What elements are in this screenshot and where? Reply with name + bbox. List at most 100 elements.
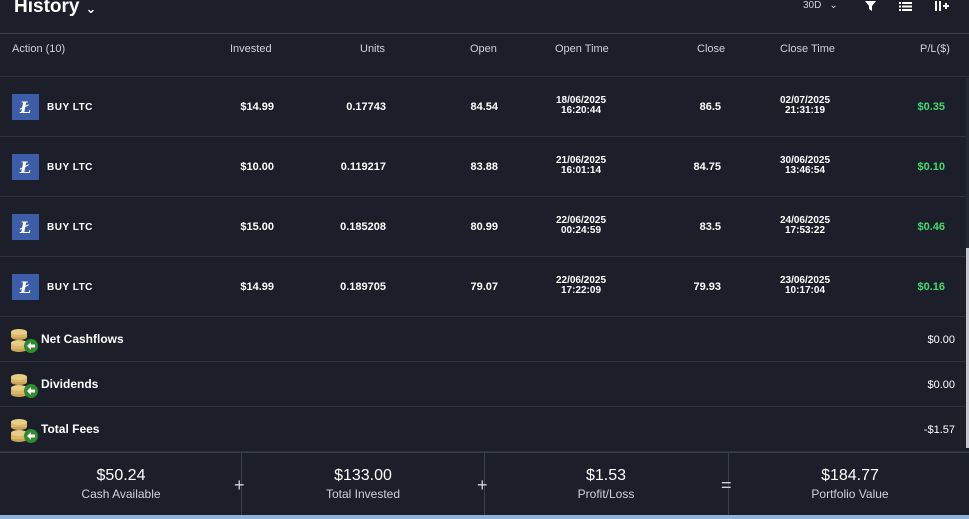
open-value: 83.88 [470, 161, 498, 173]
filter-icon[interactable] [865, 0, 876, 14]
close-value: 83.5 [699, 221, 721, 233]
ltc-icon: Ł [12, 274, 39, 300]
invested-value: $14.99 [240, 281, 274, 293]
scrollbar-thumb[interactable] [966, 248, 969, 448]
equals-sign: = [721, 475, 732, 495]
plus-sign: + [234, 475, 245, 495]
units-value: 0.185208 [340, 221, 386, 233]
chevron-down-icon: ⌄ [829, 0, 838, 11]
pl-value: $0.35 [917, 101, 945, 113]
period-dropdown[interactable]: 30D ⌄ [803, 0, 838, 11]
table-row[interactable]: Ł BUY LTC $14.99 0.189705 79.07 22/06/20… [0, 257, 969, 317]
open-date: 22/06/2025 [555, 275, 607, 286]
cash-available: $50.24 Cash Available [0, 453, 242, 516]
open-clock: 00:24:59 [560, 225, 602, 236]
divider [241, 453, 242, 519]
pl-value: $0.16 [917, 281, 945, 293]
action-label: BUY LTC [47, 282, 93, 293]
coins-icon [11, 374, 38, 398]
total-invested: $133.00 Total Invested [242, 453, 484, 516]
portfolio-value-amount: $184.77 [821, 467, 879, 484]
list-icon[interactable] [899, 0, 912, 14]
footer-accent-bar [0, 515, 969, 519]
divider [484, 453, 485, 519]
history-dropdown[interactable]: History ⌄ [14, 0, 96, 18]
list-top-edge [0, 65, 969, 77]
invested-value: $14.99 [240, 101, 274, 113]
summary-row-net-cashflows: Net Cashflows $0.00 [0, 317, 969, 362]
open-time: 21/06/2025 16:01:14 [541, 156, 621, 176]
col-close-time[interactable]: Close Time [780, 43, 836, 55]
divider [728, 453, 729, 519]
cash-available-label: Cash Available [81, 487, 161, 501]
col-open[interactable]: Open [470, 43, 497, 55]
close-date: 30/06/2025 [779, 155, 831, 166]
close-time: 02/07/2025 21:31:19 [765, 96, 845, 116]
profit-loss-label: Profit/Loss [577, 487, 635, 501]
close-clock: 17:53:22 [784, 225, 826, 236]
action-label: BUY LTC [47, 102, 93, 113]
summary-value: -$1.57 [923, 424, 955, 436]
open-clock: 17:22:09 [560, 285, 602, 296]
summary-row-total-fees: Total Fees -$1.57 [0, 407, 969, 452]
open-value: 79.07 [470, 281, 498, 293]
close-time: 23/06/2025 10:17:04 [765, 276, 845, 296]
profit-loss: $1.53 Profit/Loss [485, 453, 727, 516]
open-value: 80.99 [470, 221, 498, 233]
col-close[interactable]: Close [697, 43, 726, 55]
portfolio-value-label: Portfolio Value [811, 487, 889, 501]
close-clock: 10:17:04 [784, 285, 826, 296]
profit-loss-value: $1.53 [585, 467, 627, 484]
page-title: History [14, 0, 80, 17]
col-units[interactable]: Units [360, 43, 386, 55]
close-value: 84.75 [693, 161, 721, 173]
table-row[interactable]: Ł BUY LTC $15.00 0.185208 80.99 22/06/20… [0, 197, 969, 257]
col-action[interactable]: Action (10) [12, 43, 66, 55]
open-date: 18/06/2025 [555, 95, 607, 106]
close-clock: 13:46:54 [784, 165, 826, 176]
summary-value: $0.00 [927, 379, 955, 391]
units-value: 0.17743 [346, 101, 386, 113]
table-row[interactable]: Ł BUY LTC $14.99 0.17743 84.54 18/06/202… [0, 77, 969, 137]
ltc-icon: Ł [12, 94, 39, 120]
coins-icon [11, 419, 38, 443]
units-value: 0.119217 [340, 161, 386, 173]
period-label: 30D [803, 0, 822, 11]
units-value: 0.189705 [340, 281, 386, 293]
close-value: 79.93 [693, 281, 721, 293]
columns-icon[interactable] [935, 0, 949, 14]
col-open-time[interactable]: Open Time [555, 43, 609, 55]
close-time: 30/06/2025 13:46:54 [765, 156, 845, 176]
invested-value: $15.00 [240, 221, 274, 233]
cash-available-value: $50.24 [96, 467, 146, 484]
close-clock: 21:31:19 [784, 105, 826, 116]
open-date: 22/06/2025 [555, 215, 607, 226]
total-invested-value: $133.00 [334, 467, 392, 484]
column-header-row: Action (10) Invested Units Open Open Tim… [0, 35, 969, 65]
open-time: 18/06/2025 16:20:44 [541, 96, 621, 116]
close-date: 24/06/2025 [779, 215, 831, 226]
invested-value: $10.00 [240, 161, 274, 173]
summary-row-dividends: Dividends $0.00 [0, 362, 969, 407]
total-invested-label: Total Invested [325, 487, 401, 501]
open-value: 84.54 [470, 101, 498, 113]
close-value: 86.5 [699, 101, 721, 113]
ltc-icon: Ł [12, 214, 39, 240]
open-time: 22/06/2025 17:22:09 [541, 276, 621, 296]
scrollbar-track[interactable] [966, 78, 969, 248]
col-pl[interactable]: P/L($) [920, 43, 950, 55]
open-clock: 16:01:14 [560, 165, 602, 176]
action-label: BUY LTC [47, 222, 93, 233]
table-row[interactable]: Ł BUY LTC $10.00 0.119217 83.88 21/06/20… [0, 137, 969, 197]
ltc-icon: Ł [12, 154, 39, 180]
top-bar: History ⌄ 30D ⌄ [0, 0, 969, 34]
plus-sign: + [477, 475, 488, 495]
summary-label: Total Fees [41, 422, 100, 436]
coins-icon [11, 329, 38, 353]
portfolio-value: $184.77 Portfolio Value [729, 453, 969, 516]
open-clock: 16:20:44 [560, 105, 602, 116]
close-date: 02/07/2025 [779, 95, 831, 106]
col-invested[interactable]: Invested [230, 43, 272, 55]
action-label: BUY LTC [47, 162, 93, 173]
close-time: 24/06/2025 17:53:22 [765, 216, 845, 236]
